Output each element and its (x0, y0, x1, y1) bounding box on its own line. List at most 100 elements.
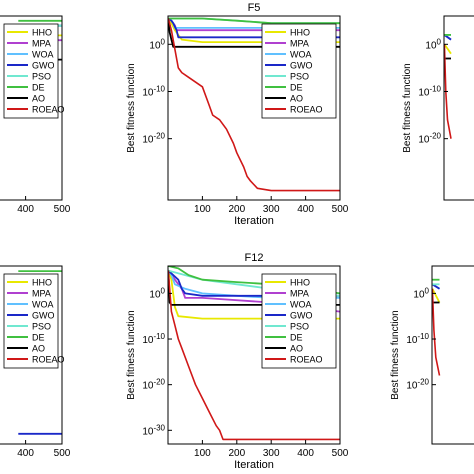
legend-label-ao: AO (290, 344, 303, 354)
x-tick-label: 200 (228, 448, 245, 459)
legend-label-de: DE (32, 333, 45, 343)
legend-label-mpa: MPA (32, 39, 51, 49)
y-tick-label: 100 (413, 286, 429, 300)
x-tick-label: 300 (263, 448, 280, 459)
y-axis-label: Best fitness function (126, 63, 137, 153)
legend-box (261, 273, 337, 369)
x-tick-label: 300 (263, 204, 280, 215)
legend-label-ao: AO (32, 344, 45, 354)
y-axis-label: Best fitness function (402, 63, 413, 153)
x-tick-label: 400 (297, 448, 314, 459)
x-tick-label: 400 (17, 204, 34, 215)
chart-panel-bottom-right: 100 10-10 10-20 Best fitness function (390, 265, 474, 445)
axes-frame (0, 15, 63, 201)
x-tick-label: 500 (54, 204, 71, 215)
x-axis-label: Iteration (234, 459, 274, 471)
x-tick-label: 500 (332, 448, 349, 459)
series-line-hho (168, 270, 340, 320)
axes-frame (431, 265, 474, 445)
legend-label-gwo: GWO (32, 311, 55, 321)
series-line-roeao (168, 270, 340, 441)
x-tick-label: 400 (17, 448, 34, 459)
legend-label-hho: HHO (290, 28, 310, 38)
legend-label-hho: HHO (32, 278, 52, 288)
y-tick-label: 10-30 (142, 423, 165, 437)
x-axis-label: Iteration (234, 215, 274, 227)
legend-label-roeao: ROEAO (32, 355, 65, 365)
y-tick-label: 100 (149, 286, 165, 300)
legend-label-hho: HHO (290, 278, 310, 288)
axes-frame (0, 265, 63, 445)
y-tick-label: 10-20 (142, 132, 165, 146)
y-tick-label: 10-20 (142, 378, 165, 392)
chart-title: F12 (245, 252, 264, 264)
legend-label-woa: WOA (32, 50, 54, 60)
legend-label-mpa: MPA (290, 39, 309, 49)
axes-frame (167, 15, 341, 201)
axes-frame (443, 15, 474, 201)
legend-label-mpa: MPA (290, 289, 309, 299)
y-tick-label: 10-20 (406, 378, 429, 392)
series-group (432, 278, 441, 376)
series-line-ao (168, 18, 340, 48)
legend-label-mpa: MPA (32, 289, 51, 299)
legend-label-gwo: GWO (32, 61, 55, 71)
legend-label-hho: HHO (32, 28, 52, 38)
x-tick-label: 500 (332, 204, 349, 215)
series-line-de (168, 17, 340, 25)
legend-label-de: DE (32, 83, 45, 93)
legend-label-de: DE (290, 333, 303, 343)
legend-label-woa: WOA (290, 300, 312, 310)
y-tick-label: 100 (425, 37, 441, 51)
legend-label-ao: AO (32, 94, 45, 104)
chart-panel-top-center: F5 100 200 300 400 500 Iteration 100 10-10 10-20 B… (126, 2, 349, 227)
y-tick-label: 10-10 (406, 332, 429, 346)
legend-label-de: DE (290, 83, 303, 93)
legend-label-roeao: ROEAO (290, 105, 323, 115)
x-tick-label: 200 (228, 204, 245, 215)
series-group (18, 270, 62, 435)
chart-panel-top-right: 100 10-10 10-20 Best fitness function (402, 15, 474, 201)
series-line-gwo (168, 269, 340, 297)
y-axis-label: Best fitness function (126, 310, 137, 400)
legend-label-gwo: GWO (290, 61, 313, 71)
series-line-roeao (168, 18, 340, 192)
legend-box (3, 273, 59, 369)
legend-label-gwo: GWO (290, 311, 313, 321)
legend-label-woa: WOA (32, 300, 54, 310)
legend-label-roeao: ROEAO (32, 105, 65, 115)
legend-box (261, 23, 337, 119)
chart-panel-bottom-center: F12 100 200 300 400 500 Iteration 100 10-10 10-20… (126, 252, 349, 471)
legend-box (3, 23, 59, 119)
x-tick-label: 100 (194, 204, 211, 215)
series-line-roeao (444, 44, 452, 139)
y-tick-label: 10-10 (142, 84, 165, 98)
y-axis-label: Best fitness function (390, 310, 401, 400)
x-tick-label: 400 (297, 204, 314, 215)
y-tick-label: 100 (149, 37, 165, 51)
chart-title: F5 (248, 2, 261, 14)
legend-label-pso: PSO (32, 72, 51, 82)
y-tick-label: 10-10 (142, 332, 165, 346)
series-line-roeao (432, 288, 441, 376)
legend-label-pso: PSO (32, 322, 51, 332)
legend-label-pso: PSO (290, 72, 309, 82)
legend-label-pso: PSO (290, 322, 309, 332)
axes-frame (167, 265, 341, 445)
legend-label-ao: AO (290, 94, 303, 104)
legend-label-woa: WOA (290, 50, 312, 60)
series-line-hho (444, 43, 452, 55)
x-tick-label: 500 (54, 448, 71, 459)
series-line-hho (432, 288, 441, 303)
legend-label-roeao: ROEAO (290, 355, 323, 365)
y-tick-label: 10-10 (418, 84, 441, 98)
series-group (444, 34, 452, 139)
y-tick-label: 10-20 (418, 132, 441, 146)
